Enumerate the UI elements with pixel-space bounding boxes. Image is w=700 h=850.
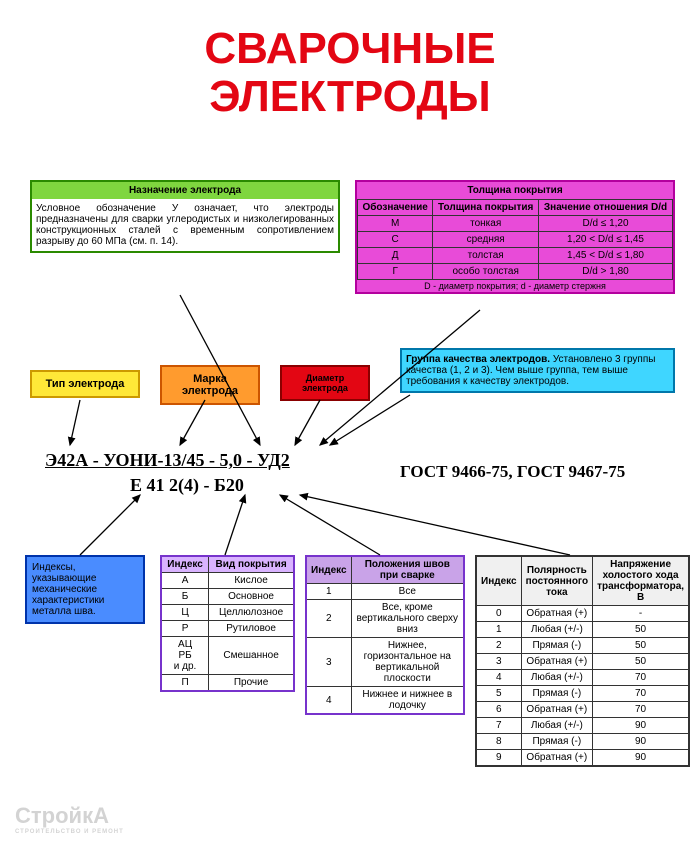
table-polarity-wrap: ИндексПолярность постоянного токаНапряже… — [475, 555, 680, 767]
mech-text: Индексы, указывающие механические характ… — [32, 562, 104, 617]
thickness-footer: D - диаметр покрытия; d - диаметр стержн… — [357, 280, 673, 292]
box-thickness-header: Толщина покрытия — [357, 182, 673, 199]
polarity-table: ИндексПолярность постоянного токаНапряже… — [475, 555, 690, 767]
title-line-2: ЭЛЕКТРОДЫ — [0, 73, 700, 121]
table-coating-wrap: ИндексВид покрытияАКислоеБОсновноеЦЦеллю… — [160, 555, 295, 692]
label-brand: Марка электрода — [160, 365, 260, 405]
title-line-1: СВАРОЧНЫЕ — [0, 25, 700, 73]
watermark-text: СтройкА — [15, 803, 109, 828]
box-thickness: Толщина покрытия ОбозначениеТолщина покр… — [355, 180, 675, 294]
gost-text: ГОСТ 9466-75, ГОСТ 9467-75 — [400, 462, 625, 482]
watermark-sub: СТРОИТЕЛЬСТВО И РЕМОНТ — [15, 829, 124, 835]
main-title: СВАРОЧНЫЕ ЭЛЕКТРОДЫ — [0, 0, 700, 137]
box-purpose: Назначение электрода Условное обозначени… — [30, 180, 340, 253]
position-table: ИндексПоложения швов при сварке1Все2Все,… — [305, 555, 465, 715]
box-mech: Индексы, указывающие механические характ… — [25, 555, 145, 624]
thickness-table: ОбозначениеТолщина покрытияЗначение отно… — [357, 199, 673, 280]
code-line-2: Е 41 2(4) - Б20 — [130, 475, 244, 496]
box-quality: Группа качества электродов. Установлено … — [400, 348, 675, 393]
label-type: Тип электрода — [30, 370, 140, 398]
box-purpose-body: Условное обозначение У означает, что эле… — [32, 199, 338, 251]
box-purpose-header: Назначение электрода — [32, 182, 338, 199]
table-position-wrap: ИндексПоложения швов при сварке1Все2Все,… — [305, 555, 465, 715]
watermark: СтройкА СТРОИТЕЛЬСТВО И РЕМОНТ — [15, 803, 124, 835]
label-diameter: Диаметр электрода — [280, 365, 370, 401]
quality-bold: Группа качества электродов. — [406, 354, 550, 365]
code-line-1: Э42А - УОНИ-13/45 - 5,0 - УД2 — [45, 450, 290, 471]
coating-table: ИндексВид покрытияАКислоеБОсновноеЦЦеллю… — [160, 555, 295, 692]
